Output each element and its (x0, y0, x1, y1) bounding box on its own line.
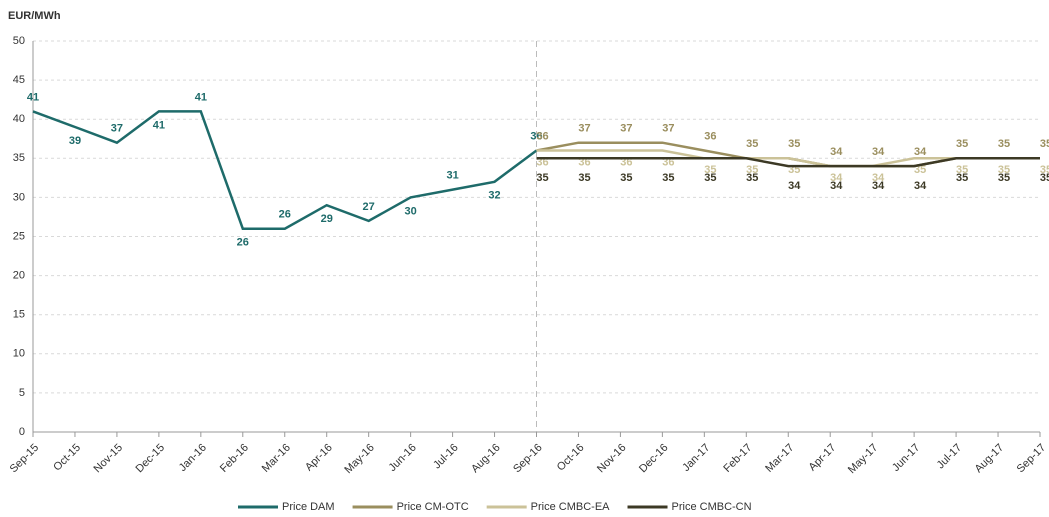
series-line (32, 110, 538, 230)
data-label: 39 (69, 135, 81, 147)
x-tick-label: Jul-17 (935, 442, 965, 472)
x-tick-label: Aug-16 (469, 442, 503, 476)
x-tick-label: May-17 (846, 442, 880, 476)
x-tick-label: Jun-17 (890, 442, 922, 474)
x-tick-label: Apr-16 (303, 442, 335, 474)
data-label: 34 (914, 180, 927, 192)
data-label: 36 (536, 130, 548, 142)
data-label: 41 (195, 91, 207, 103)
y-tick-label: 35 (13, 152, 25, 164)
data-label: 34 (914, 146, 927, 158)
y-tick-label: 10 (13, 348, 25, 360)
data-label: 37 (662, 123, 674, 135)
data-label: 35 (956, 164, 968, 176)
data-label: 35 (1040, 172, 1049, 184)
data-label: 35 (998, 172, 1010, 184)
data-label: 29 (321, 213, 333, 225)
data-label: 35 (704, 164, 716, 176)
y-tick-label: 0 (19, 426, 25, 438)
data-label: 35 (998, 138, 1010, 150)
data-label: 35 (956, 172, 968, 184)
data-label: 34 (830, 146, 843, 158)
data-label: 35 (662, 172, 674, 184)
data-label: 32 (488, 190, 500, 202)
data-label: 35 (746, 138, 758, 150)
data-label: 35 (704, 172, 716, 184)
y-tick-label: 5 (19, 387, 25, 399)
y-tick-label: 40 (13, 113, 25, 125)
x-tick-label: Jul-16 (431, 442, 461, 472)
x-tick-label: Aug-17 (973, 442, 1007, 476)
data-label: 35 (956, 138, 968, 150)
legend-label: Price DAM (282, 501, 335, 513)
data-label: 36 (530, 130, 542, 142)
x-tick-label: Nov-16 (595, 442, 629, 476)
legend-label: Price CMBC-CN (672, 501, 752, 513)
x-tick-label: Mar-17 (763, 442, 796, 475)
x-tick-label: Dec-15 (133, 442, 167, 476)
x-tick-label: Feb-17 (721, 442, 754, 475)
y-tick-label: 50 (13, 35, 25, 47)
data-label: 35 (998, 164, 1010, 176)
y-tick-label: 25 (13, 230, 25, 242)
y-tick-label: 15 (13, 309, 25, 321)
x-tick-label: Sep-17 (1015, 442, 1049, 476)
x-tick-label: Oct-15 (51, 442, 83, 474)
series-line (536, 157, 1040, 168)
legend-label: Price CMBC-EA (531, 501, 611, 513)
data-label: 35 (746, 172, 758, 184)
data-label: 35 (578, 172, 590, 184)
data-label: 36 (704, 130, 716, 142)
data-label: 37 (578, 123, 590, 135)
data-label: 35 (914, 164, 926, 176)
data-label: 31 (446, 169, 458, 181)
x-tick-label: Jan-17 (680, 442, 712, 474)
x-tick-label: Sep-16 (511, 442, 545, 476)
data-label: 35 (620, 172, 632, 184)
x-tick-label: May-16 (342, 442, 376, 476)
y-tick-label: 20 (13, 270, 25, 282)
data-label: 34 (872, 180, 885, 192)
y-tick-label: 30 (13, 191, 25, 203)
data-label: 27 (363, 201, 375, 213)
x-tick-label: Dec-16 (637, 442, 671, 476)
data-label: 35 (746, 164, 758, 176)
x-tick-label: Jun-16 (387, 442, 419, 474)
y-axis-title: EUR/MWh (8, 10, 61, 22)
data-label: 34 (830, 180, 843, 192)
data-label: 37 (111, 123, 123, 135)
x-tick-label: Nov-15 (92, 442, 126, 476)
data-label: 35 (1040, 164, 1049, 176)
x-tick-label: Apr-17 (807, 442, 839, 474)
y-tick-label: 45 (13, 74, 25, 86)
data-label: 34 (872, 172, 885, 184)
x-tick-label: Mar-16 (260, 442, 293, 475)
data-label: 34 (872, 146, 885, 158)
x-tick-label: Oct-16 (555, 442, 587, 474)
x-tick-label: Jan-16 (177, 442, 209, 474)
data-label: 35 (788, 138, 800, 150)
data-label: 37 (620, 123, 632, 135)
data-label: 35 (1040, 138, 1049, 150)
data-label: 30 (405, 205, 417, 217)
data-label: 34 (830, 172, 843, 184)
data-label: 34 (788, 180, 801, 192)
x-tick-label: Feb-16 (218, 442, 251, 475)
data-label: 35 (536, 172, 548, 184)
x-tick-label: Sep-15 (8, 442, 42, 476)
data-label: 26 (237, 237, 249, 249)
data-label: 41 (153, 119, 165, 131)
data-label: 41 (27, 91, 39, 103)
legend-label: Price CM-OTC (397, 501, 469, 513)
data-label: 26 (279, 209, 291, 221)
